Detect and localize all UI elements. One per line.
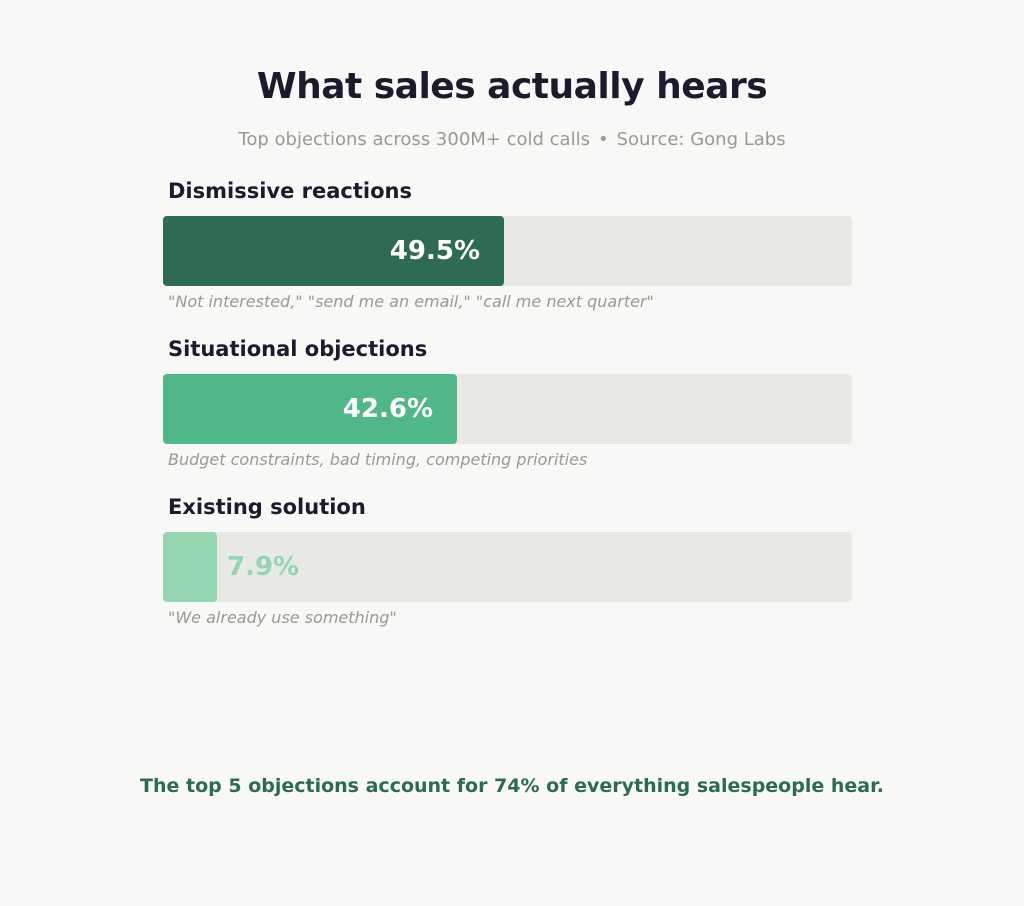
bar bbox=[163, 532, 217, 602]
subtitle-source: Source: Gong Labs bbox=[616, 129, 786, 150]
value-label: 42.6% bbox=[342, 394, 433, 424]
bar-track: 49.5% bbox=[163, 216, 852, 286]
bar-track: 42.6% bbox=[163, 374, 852, 444]
category-label: Dismissive reactions bbox=[168, 179, 412, 203]
bar bbox=[163, 374, 457, 444]
category-note: Budget constraints, bad timing, competin… bbox=[168, 450, 588, 469]
category-note: "Not interested," "send me an email," "c… bbox=[168, 292, 654, 311]
footer-takeaway: The top 5 objections account for 74% of … bbox=[140, 775, 884, 797]
subtitle-description: Top objections across 300M+ cold calls bbox=[238, 129, 590, 150]
value-label: 7.9% bbox=[227, 552, 300, 582]
chart-subtitle: Top objections across 300M+ cold calls • S… bbox=[0, 129, 1024, 150]
bar-track: 7.9% bbox=[163, 532, 852, 602]
category-label: Existing solution bbox=[168, 495, 366, 519]
category-label: Situational objections bbox=[168, 337, 428, 361]
bar bbox=[163, 216, 504, 286]
chart-title: What sales actually hears bbox=[256, 66, 768, 107]
value-label: 49.5% bbox=[389, 236, 480, 266]
category-note: "We already use something" bbox=[168, 608, 397, 627]
subtitle-separator: • bbox=[597, 129, 609, 150]
